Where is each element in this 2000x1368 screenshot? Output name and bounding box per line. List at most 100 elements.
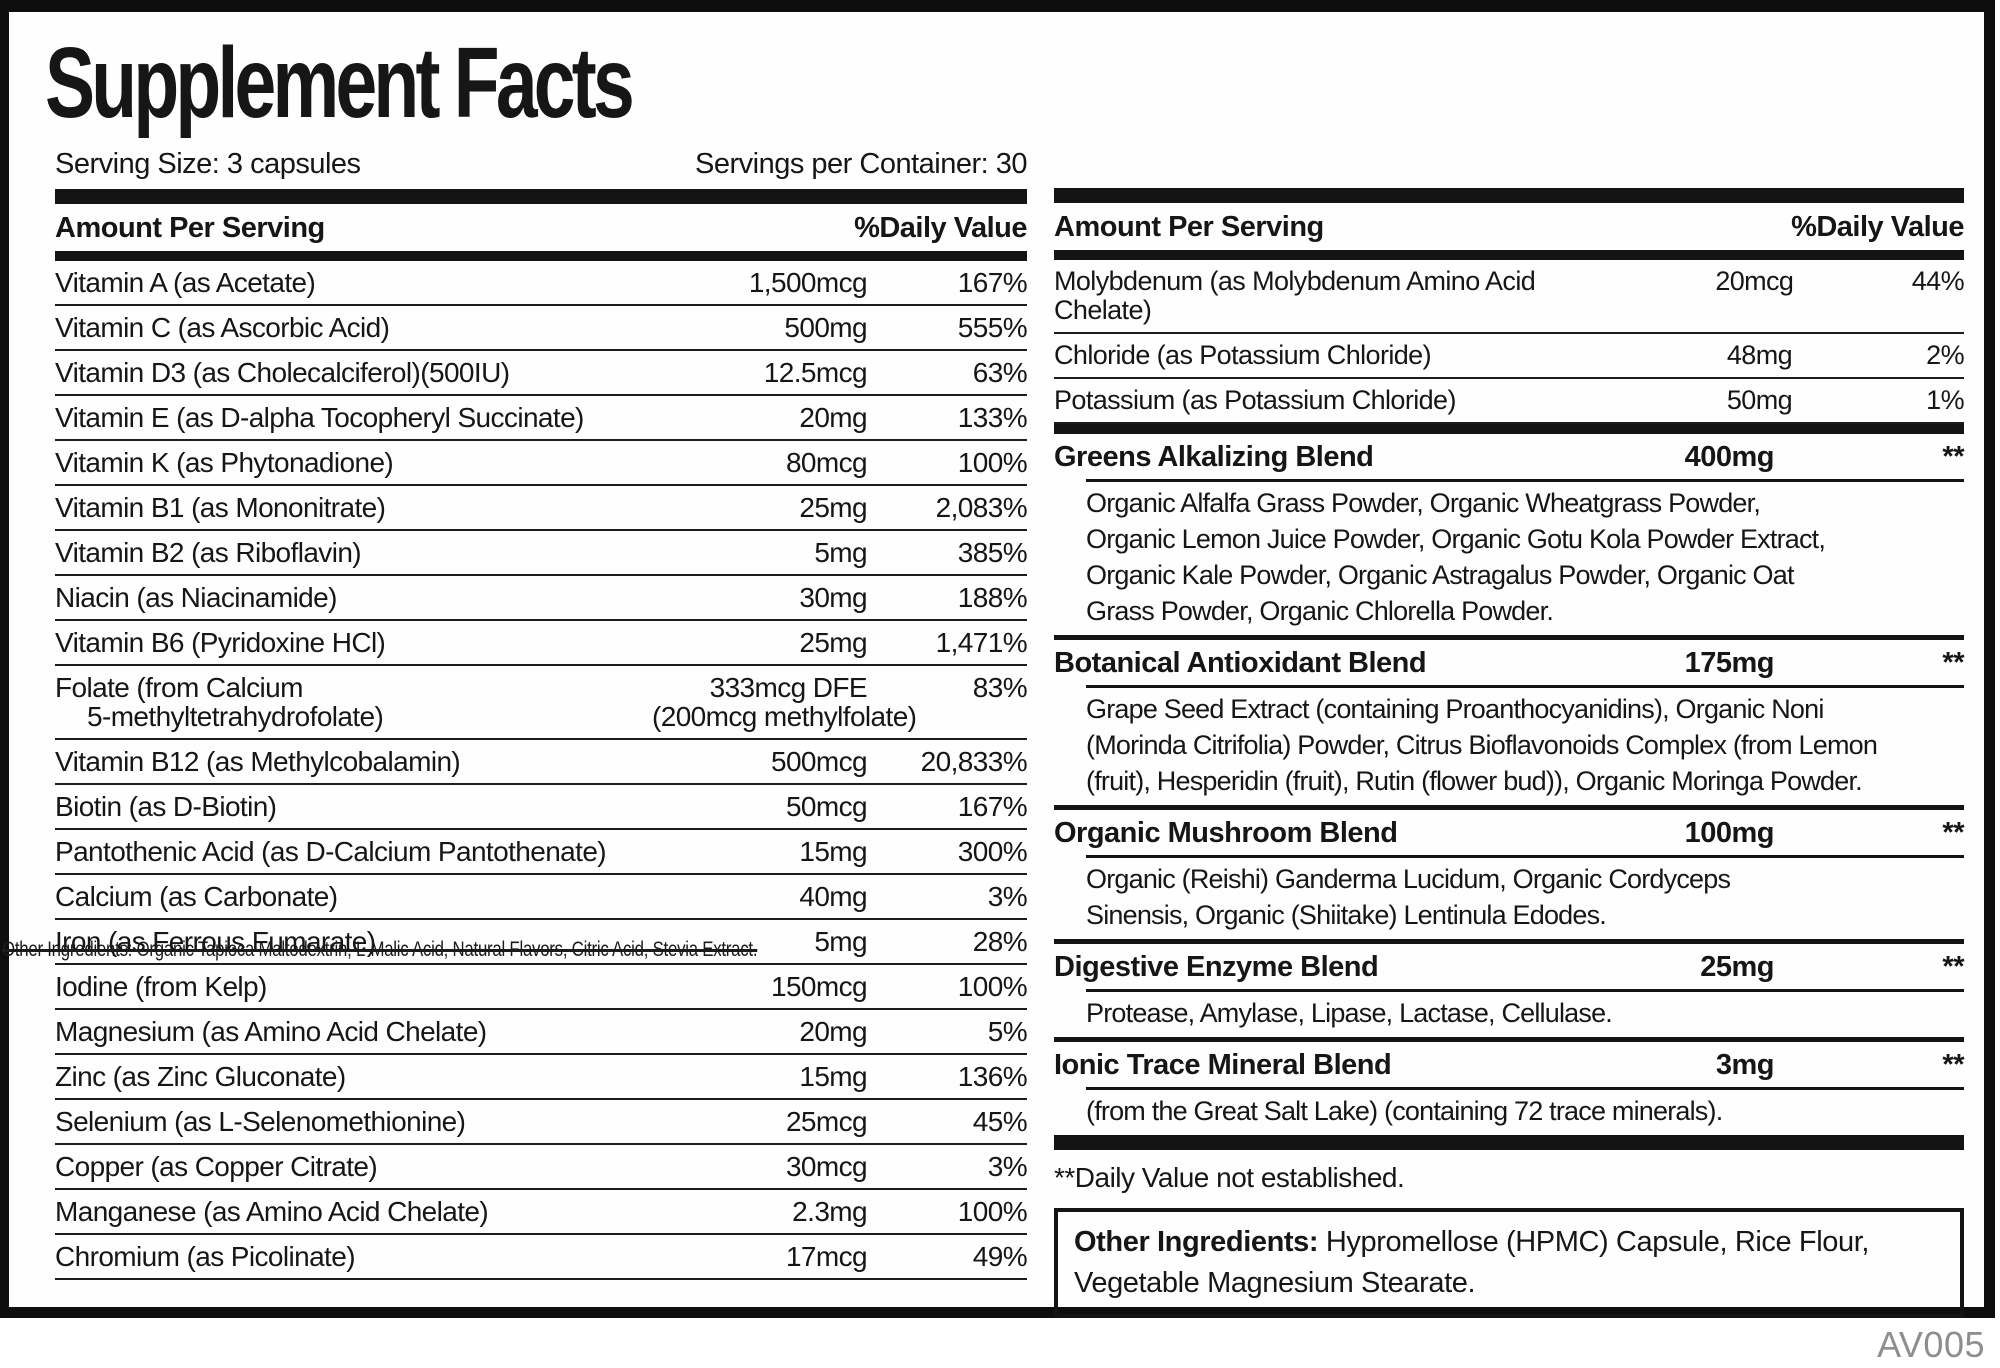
nutrient-dv: 1% (1926, 385, 1964, 415)
right-column: Amount Per Serving %Daily Value Molybden… (1054, 12, 1965, 1318)
blend-name: Greens Alkalizing Blend (1054, 441, 1374, 473)
nutrient-name: Zinc (as Zinc Gluconate) (55, 1061, 346, 1092)
table-row: Chromium (as Picolinate) 17mcg 49% (55, 1235, 1028, 1280)
table-row: Selenium (as L-Selenomethionine) 25mcg 45% (55, 1100, 1028, 1145)
nutrient-dv: 100% (957, 1196, 1028, 1227)
nutrient-dv: 2,083% (935, 492, 1028, 523)
blend-amount: 175mg (1684, 647, 1775, 679)
blend-amount: 100mg (1684, 817, 1775, 849)
blend-ingredients: Organic (Reishi) Ganderma Lucidum, Organ… (1086, 864, 1731, 930)
blend-amount: 3mg (1715, 1049, 1775, 1081)
serving-size: Serving Size: 3 capsules (55, 148, 361, 180)
nutrient-amount: 12.5mcg (763, 357, 868, 388)
nutrient-amount: 5mg (814, 926, 867, 957)
nutrient-dv: 167% (957, 267, 1028, 298)
table-row: Biotin (as D-Biotin) 50mcg 167% (55, 785, 1028, 830)
nutrient-name: Pantothenic Acid (as D-Calcium Pantothen… (55, 836, 607, 867)
page-title: Supplement Facts (45, 27, 635, 139)
nutrient-name: Manganese (as Amino Acid Chelate) (55, 1196, 489, 1227)
table-row: Copper (as Copper Citrate) 30mcg 3% (55, 1145, 1028, 1190)
label-frame: Supplement Facts Serving Size: 3 capsule… (0, 0, 1995, 1318)
left-column: Supplement Facts Serving Size: 3 capsule… (45, 12, 1028, 1280)
left-table: Amount Per Serving %Daily Value Vitamin … (55, 189, 1028, 1280)
nutrient-name: Vitamin C (as Ascorbic Acid) (55, 312, 390, 343)
nutrient-dv: 136% (957, 1061, 1028, 1092)
thin-rule (1086, 989, 1964, 992)
blend-ingredients: Grape Seed Extract (containing Proanthoc… (1086, 694, 1878, 796)
nutrient-dv: 385% (957, 537, 1028, 568)
section-rule (1054, 805, 1964, 810)
blend-amount: 25mg (1700, 951, 1774, 983)
table-row-folate: Folate (from Calcium 5-methyltetrahydrof… (55, 666, 1028, 740)
nutrient-name: Vitamin B2 (as Riboflavin) (55, 537, 362, 568)
nutrient-dv: 44% (1911, 266, 1965, 296)
nutrient-amount: 30mcg (785, 1151, 868, 1182)
other-ingredients-box: Other Ingredients: Hypromellose (HPMC) C… (1054, 1208, 1964, 1318)
other-ingredients-label: Other Ingredients: (1074, 1226, 1319, 1258)
nutrient-name: Calcium (as Carbonate) (55, 881, 338, 912)
nutrient-amount: 20mg (799, 1016, 867, 1047)
table-row: Iron (as Ferrous Fumarate) 5mg 28% (55, 920, 1028, 965)
table-row: Vitamin A (as Acetate) 1,500mcg 167% (55, 261, 1028, 306)
table-row: Vitamin B1 (as Mononitrate) 25mg 2,083% (55, 486, 1028, 531)
nutrient-name: Iron (as Ferrous Fumarate) (55, 926, 376, 957)
nutrient-amount: 500mg (784, 312, 867, 343)
nutrient-amount: 5mg (814, 537, 867, 568)
nutrient-amount: 20mcg (1715, 266, 1794, 296)
nutrient-dv: 83% (972, 672, 1028, 703)
nutrient-name: Magnesium (as Amino Acid Chelate) (55, 1016, 487, 1047)
blend-dv: ** (1942, 1049, 1964, 1081)
thin-rule (1086, 1087, 1964, 1090)
nutrient-amount: 48mg (1726, 340, 1793, 370)
blend-ingredients: Organic Alfalfa Grass Powder, Organic Wh… (1086, 488, 1826, 626)
nutrient-amount: 333mcg DFE (200mcg methylfolate) (652, 672, 917, 732)
blend-dv: ** (1942, 817, 1964, 849)
nutrient-dv: 3% (987, 1151, 1028, 1182)
table-row: Vitamin B2 (as Riboflavin) 5mg 385% (55, 531, 1028, 576)
table-row: Vitamin K (as Phytonadione) 80mcg 100% (55, 441, 1028, 486)
nutrient-amount: 150mcg (770, 971, 868, 1002)
nutrient-name: Niacin (as Niacinamide) (55, 582, 337, 613)
nutrient-name: Folate (from Calcium 5-methyltetrahydrof… (55, 672, 384, 732)
left-table-header: Amount Per Serving %Daily Value (55, 204, 1027, 251)
nutrient-dv: 20,833% (920, 746, 1028, 777)
table-row: Vitamin C (as Ascorbic Acid) 500mg 555% (55, 306, 1028, 351)
nutrient-name: Potassium (as Potassium Chloride) (1054, 385, 1456, 415)
nutrient-name: Chloride (as Potassium Chloride) (1054, 340, 1432, 370)
nutrient-amount: 50mg (1726, 385, 1793, 415)
blend-dv: ** (1942, 951, 1964, 983)
nutrient-dv: 3% (987, 881, 1028, 912)
nutrient-name: Vitamin K (as Phytonadione) (55, 447, 394, 478)
table-row: Vitamin E (as D-alpha Tocopheryl Succina… (55, 396, 1028, 441)
section-rule (1054, 1037, 1964, 1042)
thick-rule (1054, 188, 1964, 203)
nutrient-dv: 5% (987, 1016, 1028, 1047)
table-row: Zinc (as Zinc Gluconate) 15mg 136% (55, 1055, 1028, 1100)
blend-ingredients: (from the Great Salt Lake) (containing 7… (1086, 1096, 1723, 1126)
blend-amount: 400mg (1684, 441, 1775, 473)
blend-section: Digestive Enzyme Blend 25mg ** Protease,… (1054, 944, 1965, 1042)
table-row: Molybdenum (as Molybdenum Amino Acid Che… (1054, 260, 1965, 334)
table-row: Niacin (as Niacinamide) 30mg 188% (55, 576, 1028, 621)
nutrient-amount: 15mg (799, 1061, 867, 1092)
nutrient-name: Vitamin B12 (as Methylcobalamin) (55, 746, 461, 777)
thick-rule (55, 251, 1027, 261)
thick-rule (1054, 1135, 1964, 1150)
nutrient-amount: 20mg (799, 402, 867, 433)
nutrient-name: Copper (as Copper Citrate) (55, 1151, 378, 1182)
blend-dv: ** (1942, 647, 1964, 679)
nutrient-amount: 2.3mg (792, 1196, 867, 1227)
daily-value-footnote: **Daily Value not established. (1054, 1162, 1405, 1193)
nutrient-amount: 40mg (799, 881, 867, 912)
table-row: Vitamin D3 (as Cholecalciferol)(500IU) 12… (55, 351, 1028, 396)
nutrient-dv: 45% (972, 1106, 1028, 1137)
nutrient-amount: 15mg (799, 836, 867, 867)
nutrient-dv: 188% (957, 582, 1028, 613)
amount-per-serving-header: Amount Per Serving (1054, 211, 1324, 243)
nutrient-dv: 1,471% (935, 627, 1028, 658)
thin-rule (1086, 685, 1964, 688)
thick-rule (1054, 250, 1964, 260)
section-rule (1054, 939, 1964, 944)
nutrient-name: Molybdenum (as Molybdenum Amino Acid Che… (1054, 266, 1536, 325)
nutrient-amount: 30mg (799, 582, 867, 613)
